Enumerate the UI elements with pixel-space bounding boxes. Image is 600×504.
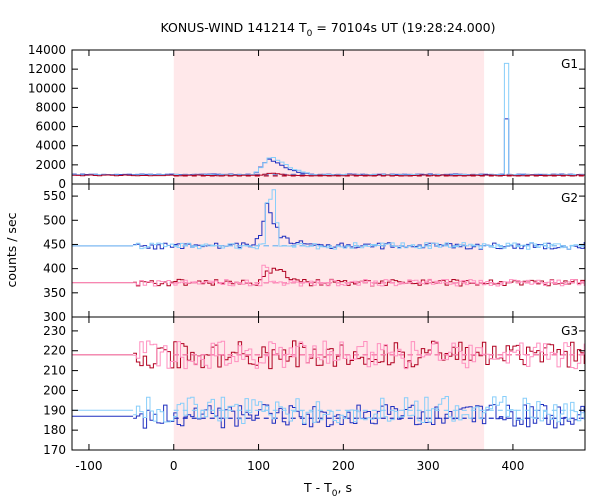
x-axis-label: T - T0, s	[303, 480, 352, 499]
y-tick-label: 210	[43, 364, 66, 378]
chart-title: KONUS-WIND 141214 T0 = 70104s UT (19:28:…	[160, 20, 495, 39]
x-tick-label: 0	[170, 459, 178, 473]
y-tick-label: 12000	[28, 62, 66, 76]
panel-plot-area	[72, 62, 585, 177]
panel-plot-area	[72, 189, 585, 287]
y-tick-label: 14000	[28, 43, 66, 57]
burst-interval-shade	[173, 50, 485, 450]
y-tick-label: 200	[43, 383, 66, 397]
panel-frame	[71, 316, 586, 451]
y-tick-label: 6000	[35, 120, 66, 134]
y-axis-label: counts / sec	[4, 212, 19, 287]
y-tick-label: 550	[43, 189, 66, 203]
series-step-3	[133, 396, 585, 424]
y-tick-label: 10000	[28, 81, 66, 95]
y-tick-label: 400	[43, 262, 66, 276]
panel-label-g1: G1	[561, 57, 578, 71]
y-tick-label: 350	[43, 286, 66, 300]
y-tick-label: 180	[43, 423, 66, 437]
x-tick-label: 100	[247, 459, 270, 473]
panel-g3: 170 180 190 200 210 220 230 G3	[43, 316, 586, 457]
x-tick-label: 200	[332, 459, 355, 473]
series-step-2	[72, 172, 585, 177]
panel-plot-area	[72, 340, 585, 429]
panel-label-g3: G3	[561, 324, 578, 338]
x-tick-label: 300	[417, 459, 440, 473]
y-tick-label: 2000	[35, 158, 66, 172]
y-tick-label: 220	[43, 344, 66, 358]
y-tick-label: 500	[43, 213, 66, 227]
series-step-1	[133, 340, 585, 370]
y-tick-label: 230	[43, 324, 66, 338]
y-tick-label: 170	[43, 443, 66, 457]
series-step-3	[133, 264, 585, 287]
y-tick-label: 0	[58, 177, 66, 191]
y-tick-label: 8000	[35, 100, 66, 114]
panel-label-g2: G2	[561, 191, 578, 205]
x-tick-label: -100	[75, 459, 102, 473]
y-tick-label: 4000	[35, 139, 66, 153]
x-tick-labels: -100 0 100 200 300 400	[75, 459, 524, 473]
panels-group: 02000400060008000100001200014000G1300350…	[28, 43, 586, 473]
y-tick-label: 190	[43, 403, 66, 417]
y-tick-label: 450	[43, 237, 66, 251]
x-tick-label: 400	[501, 459, 524, 473]
y-tick-label: 300	[43, 310, 66, 324]
